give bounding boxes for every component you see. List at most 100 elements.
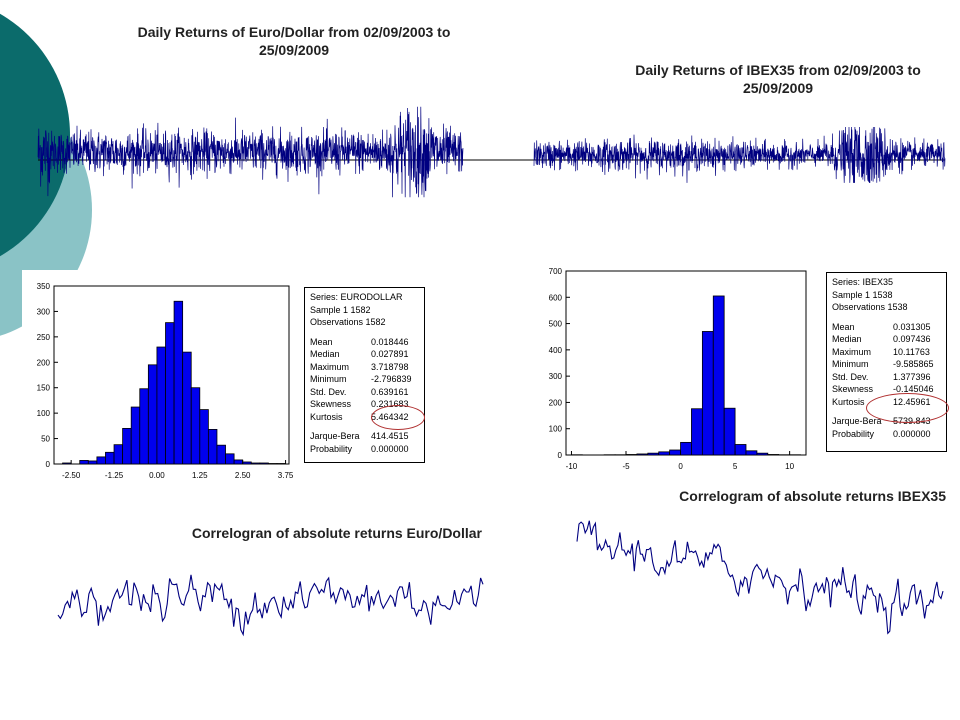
eur-statistics-box: Series: EURODOLLAR Sample 1 1582 Observati… — [304, 287, 425, 463]
stat-label: Maximum — [310, 361, 350, 372]
eur-correlogram-title: Correlogran of absolute returns Euro/Dol… — [191, 525, 482, 541]
histogram-bar — [734, 444, 747, 456]
stat-label: Mean — [310, 336, 333, 347]
ibex-statistics-box: Series: IBEX35 Sample 1 1538 Observations … — [826, 272, 947, 452]
histogram-bar — [259, 462, 269, 465]
x-tick-label: 5 — [733, 462, 738, 471]
histogram-bar — [745, 450, 758, 456]
stat-label: Probability — [832, 428, 875, 439]
stat-label: Skewness — [832, 384, 874, 394]
stat-label: Mean — [832, 321, 855, 332]
ibex-returns-line — [533, 126, 946, 183]
y-tick-label: 350 — [37, 282, 51, 291]
x-tick-label: 10 — [785, 462, 794, 471]
stat-row: Probability 0.000000 — [832, 428, 941, 441]
ibex-correlogram-title: Correlogram of absolute returns IBEX35 — [679, 488, 946, 504]
y-tick-label: 200 — [37, 358, 51, 367]
y-tick-label: 500 — [549, 320, 563, 329]
stat-row: Minimum -9.585865 — [832, 358, 941, 371]
stat-row: Median 0.097436 — [832, 333, 941, 346]
y-tick-label: 300 — [37, 307, 51, 316]
y-tick-label: 100 — [549, 425, 563, 434]
y-tick-label: 200 — [549, 398, 563, 407]
histogram-bar — [658, 451, 671, 456]
stat-label: Probability — [310, 443, 353, 454]
histogram-bar — [122, 427, 132, 465]
histogram-bar — [756, 452, 769, 456]
stat-label: Minimum — [832, 359, 869, 369]
y-tick-label: 0 — [558, 451, 563, 460]
x-tick-label: 1.25 — [192, 471, 208, 480]
histogram-bar — [182, 351, 192, 465]
stat-row: Skewness 0.231683 — [310, 398, 419, 411]
histogram-bar — [139, 388, 149, 465]
histogram-bar — [669, 449, 681, 456]
stat-header-line: Series: EURODOLLAR — [310, 292, 403, 302]
stat-label: Jarque-Bera — [310, 431, 360, 441]
histogram-bar — [225, 453, 235, 465]
histogram-bar — [156, 346, 166, 465]
stat-label: Std. Dev. — [310, 386, 347, 397]
stat-header-line: Observations 1582 — [310, 317, 386, 327]
stat-row: Std. Dev. 1.377396 — [832, 371, 941, 384]
histogram-bar — [712, 295, 725, 456]
eur-kurtosis-highlight — [371, 405, 425, 430]
stat-label: Skewness — [310, 399, 352, 409]
stat-value: 0.097436 — [893, 334, 931, 344]
stat-header-line: Sample 1 1582 — [310, 304, 371, 315]
y-tick-label: 600 — [549, 293, 563, 302]
histogram-bar — [87, 460, 98, 465]
stat-header-line: Series: IBEX35 — [832, 277, 894, 287]
histogram-bar — [96, 456, 106, 465]
x-tick-label: -1.25 — [105, 471, 124, 480]
histogram-bar — [79, 460, 89, 465]
eur-histogram: 0 50 100 150 200 250 300 350 -2.50 -1.25 0.00 1.25 2… — [37, 282, 294, 480]
histogram-bar — [636, 453, 649, 456]
histogram-bar — [723, 407, 736, 456]
stat-value: -2.796839 — [371, 374, 412, 384]
eur-correlogram-line — [57, 574, 484, 637]
stat-row: Probability 0.000000 — [310, 443, 419, 456]
stat-label: Kurtosis — [310, 411, 343, 422]
y-tick-label: 300 — [549, 372, 563, 381]
y-tick-label: 250 — [37, 333, 51, 342]
stat-value: 0.031305 — [893, 321, 931, 332]
stat-label: Minimum — [310, 374, 347, 384]
histogram-bar — [62, 462, 72, 465]
histogram-bar — [130, 406, 141, 465]
histogram-bar — [216, 444, 226, 465]
ibex-histogram-frame — [565, 270, 807, 456]
stat-header-line: Observations 1538 — [832, 302, 908, 312]
x-tick-label: -5 — [622, 462, 630, 471]
ibex-kurtosis-highlight — [866, 393, 949, 423]
stat-value: -0.145046 — [893, 384, 934, 394]
x-tick-label: 3.75 — [278, 471, 294, 480]
y-tick-label: 0 — [46, 460, 51, 469]
stat-value: 414.4515 — [371, 431, 409, 441]
ibex-histogram: 0 100 200 300 400 500 600 700 -10 -5 0 5 10 — [549, 267, 807, 471]
stat-value: 10.11763 — [893, 346, 930, 357]
stat-row: Std. Dev. 0.639161 — [310, 386, 419, 399]
stat-value: 0.000000 — [371, 443, 409, 454]
x-tick-label: 2.50 — [235, 471, 251, 480]
x-tick-label: 0.00 — [149, 471, 165, 480]
histogram-bar — [233, 459, 244, 465]
y-tick-label: 100 — [37, 409, 51, 418]
histogram-bar — [242, 461, 252, 465]
stat-value: 0.027891 — [371, 349, 409, 359]
stat-label: Maximum — [832, 346, 872, 357]
histogram-bar — [113, 444, 124, 465]
histogram-bar — [767, 454, 780, 456]
stat-row: Maximum 10.11763 — [832, 346, 941, 359]
y-tick-label: 150 — [37, 384, 51, 393]
y-tick-label: 700 — [549, 267, 563, 276]
histogram-bar — [190, 387, 201, 465]
stat-value: 0.000000 — [893, 428, 931, 439]
stat-row: Jarque-Bera 414.4515 — [310, 430, 419, 443]
stat-value: 0.018446 — [371, 336, 409, 347]
stat-value: 0.231683 — [371, 399, 409, 409]
histogram-bar — [276, 463, 286, 465]
stat-row: Median 0.027891 — [310, 348, 419, 361]
